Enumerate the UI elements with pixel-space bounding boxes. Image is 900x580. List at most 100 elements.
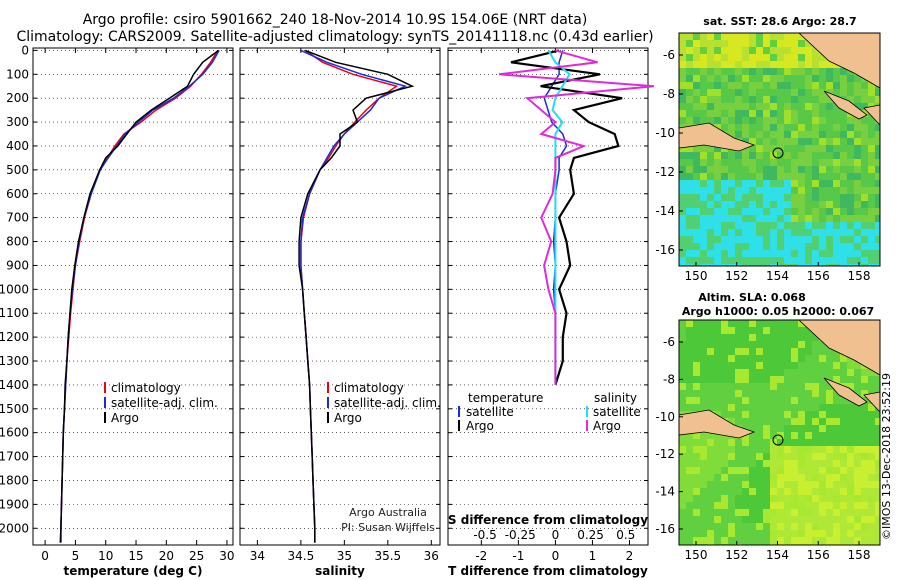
map-cell [721,75,728,82]
map-cell [812,390,819,397]
map-cell [875,131,880,138]
map-cell [700,47,707,54]
map-cell [854,446,861,453]
map-cell [819,355,826,362]
map-cell [763,138,770,145]
map-cell [784,383,791,390]
map-cell [791,439,798,446]
map-cell [735,341,742,348]
map-cell [770,523,777,530]
map-cell [749,194,756,201]
map-cell [868,145,875,152]
map-cell [756,138,763,145]
map-cell [714,96,721,103]
map-cell [735,89,742,96]
map-cell [770,75,777,82]
map-cell [798,369,805,376]
map-cell [756,54,763,61]
map-cell [805,383,812,390]
map-cell [847,404,854,411]
map-cell [686,481,693,488]
map-cell [742,537,749,544]
map-cell [784,432,791,439]
map-cell [791,187,798,194]
map-cell [854,138,861,145]
map-cell [714,208,721,215]
map-cell [756,502,763,509]
map-cell [777,103,784,110]
map-cell [798,432,805,439]
map-cell [826,61,833,68]
map-cell [875,173,880,180]
map-cell [847,376,854,383]
map-cell [728,124,735,131]
map-cell [728,404,735,411]
legend-label: satellite-adj. clim. [334,396,441,410]
s-tick-label: 0 [552,528,560,542]
map-cell [875,229,880,236]
map-cell [728,446,735,453]
map-cell [861,222,868,229]
map-cell [742,404,749,411]
map-cell [721,537,728,544]
map-cell [812,460,819,467]
map-cell [868,516,875,523]
map-cell [707,159,714,166]
map-cell [742,89,749,96]
map-cell [749,257,756,264]
map-cell [875,194,880,201]
map-cell [854,250,861,257]
map-cell [728,509,735,516]
map-cell [784,355,791,362]
map-cell [791,33,798,40]
map-cell [693,250,700,257]
map-cell [728,68,735,75]
map-cell [763,348,770,355]
map-cell [791,502,798,509]
map-cell [714,68,721,75]
sst-map-frame [678,32,881,267]
map-cell [763,257,770,264]
map-cell [749,33,756,40]
map-cell [784,474,791,481]
map-cell [721,187,728,194]
map-cell [763,404,770,411]
map-cell [805,180,812,187]
map-cell [833,481,840,488]
map-x-tick-label: 158 [848,269,871,283]
map-cell [749,229,756,236]
map-cell [847,152,854,159]
map-cell [812,537,819,544]
map-cell [700,180,707,187]
map-cell [861,488,868,495]
map-cell [819,439,826,446]
map-cell [826,243,833,250]
map-cell [686,502,693,509]
map-cell [770,509,777,516]
map-cell [679,516,686,523]
map-cell [763,47,770,54]
map-cell [847,516,854,523]
map-cell [749,152,756,159]
map-cell [735,334,742,341]
map-cell [707,383,714,390]
map-cell [756,82,763,89]
map-cell [770,243,777,250]
map-cell [847,481,854,488]
map-cell [686,173,693,180]
map-cell [686,180,693,187]
map-cell [742,397,749,404]
map-cell [861,138,868,145]
map-cell [805,89,812,96]
map-cell [763,320,770,327]
map-cell [805,264,812,266]
map-cell [707,215,714,222]
map-cell [812,166,819,173]
map-cell [854,264,861,266]
map-cell [742,320,749,327]
map-cell [728,250,735,257]
map-cell [686,117,693,124]
map-cell [868,173,875,180]
map-cell [749,68,756,75]
map-cell [826,523,833,530]
